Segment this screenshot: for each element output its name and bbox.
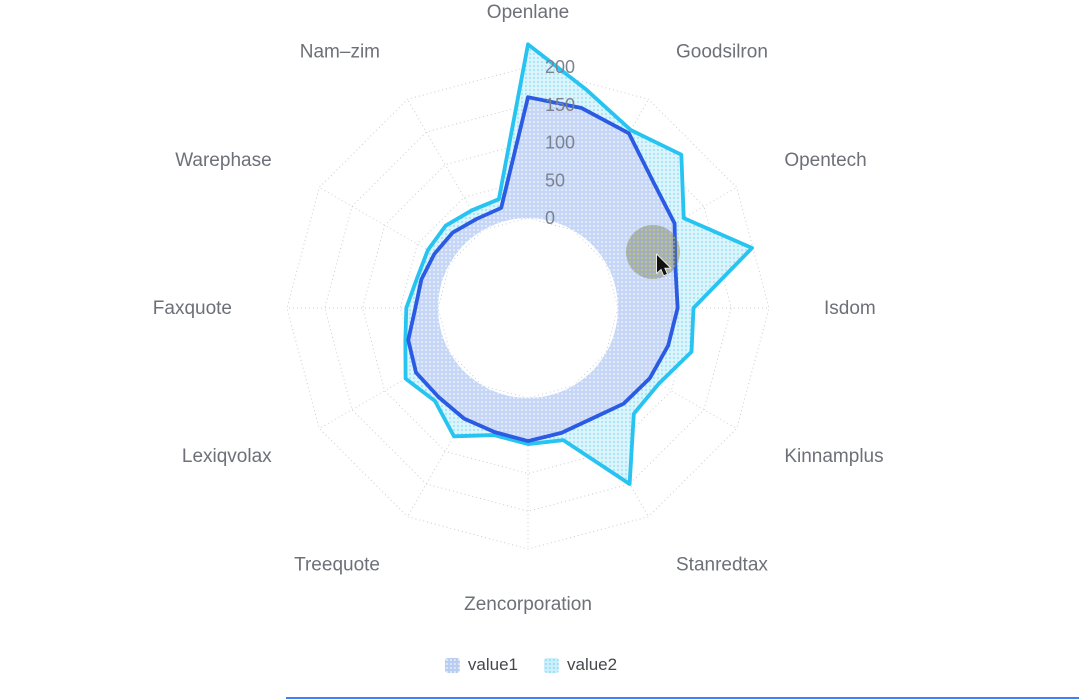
category-label-warephase: Warephase — [175, 150, 271, 171]
category-label-treequote: Treequote — [294, 554, 380, 575]
category-label-stanredtax: Stanredtax — [676, 554, 768, 575]
series-value1-line[interactable] — [406, 95, 680, 443]
category-label-goodsilron: Goodsilron — [676, 42, 768, 63]
series-value1-decal — [408, 97, 678, 442]
legend-label-value2: value2 — [567, 655, 618, 674]
category-label-isdom: Isdom — [824, 298, 876, 319]
radial-axis-label: 150 — [545, 95, 575, 115]
legend-swatch-value1-icon — [444, 657, 460, 673]
series-value2-line[interactable] — [403, 42, 754, 486]
legend: value1 value2 — [444, 655, 617, 675]
category-label-openlane: Openlane — [487, 2, 569, 23]
hover-highlight-decal — [626, 225, 680, 279]
radial-axis-label: 100 — [545, 133, 575, 153]
legend-swatch-value2-icon — [544, 657, 559, 673]
legend-item-value2[interactable]: value2 — [544, 655, 617, 675]
category-label-opentech: Opentech — [784, 150, 866, 171]
grid-ring — [437, 217, 619, 399]
grid-ring — [286, 66, 770, 550]
grid-ring — [361, 141, 695, 475]
radial-axis-label: 200 — [545, 57, 575, 77]
category-label-nam-zim: Nam–zim — [300, 42, 380, 63]
legend-item-value1[interactable]: value1 — [444, 655, 518, 675]
category-label-zencorporation: Zencorporation — [464, 594, 592, 615]
legend-label-value1: value1 — [467, 655, 518, 674]
radial-axis-label: 0 — [545, 208, 555, 228]
category-label-lexiqvolax: Lexiqvolax — [182, 446, 272, 467]
grid-ring — [324, 104, 732, 512]
category-label-faxquote: Faxquote — [153, 298, 232, 319]
video-progress-bar[interactable] — [286, 697, 1079, 699]
mouse-cursor-icon — [656, 253, 672, 277]
series-value2-decal — [405, 44, 753, 485]
radial-axis-label: 50 — [545, 170, 565, 190]
category-label-kinnamplus: Kinnamplus — [784, 446, 883, 467]
